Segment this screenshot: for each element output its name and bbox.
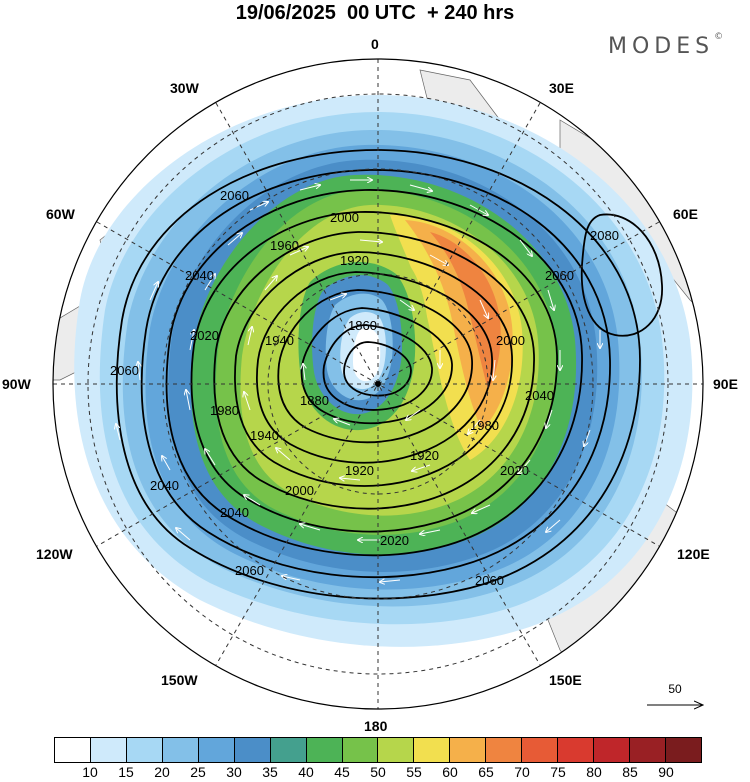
brand-name: MODES xyxy=(608,34,715,59)
colorbar-swatch xyxy=(486,738,523,762)
colorbar-tick-label: 60 xyxy=(442,764,458,780)
map-body: 2060 2000 1960 1920 1860 1940 2040 2020 … xyxy=(53,59,703,709)
colorbar-swatch xyxy=(90,738,127,762)
contour-label-1880: 1880 xyxy=(300,393,329,408)
lon-label-60e: 60E xyxy=(673,206,698,222)
colorbar-swatch xyxy=(378,738,415,762)
contour-label-2060-d: 2060 xyxy=(235,563,264,578)
colorbar-swatch xyxy=(126,738,163,762)
contour-label-2060-e: 2060 xyxy=(475,573,504,588)
lon-label-150e: 150E xyxy=(549,672,582,688)
colorbar-tick-label: 40 xyxy=(298,764,314,780)
colorbar-tick-label: 25 xyxy=(190,764,206,780)
contour-label-1900: 1920 xyxy=(410,448,439,463)
colorbar-swatch xyxy=(198,738,235,762)
colorbar-swatch xyxy=(234,738,271,762)
contour-label-1960-a: 1960 xyxy=(270,238,299,253)
colorbar-tick-label: 85 xyxy=(622,764,638,780)
colorbar-tick-label: 90 xyxy=(658,764,674,780)
lon-label-60w: 60W xyxy=(46,206,75,222)
colorbar-tick-label: 35 xyxy=(262,764,278,780)
contour-label-1980-a: 1980 xyxy=(210,403,239,418)
lon-label-90e: 90E xyxy=(713,376,738,392)
contour-label-1920-a: 1920 xyxy=(340,253,369,268)
colorbar-swatch xyxy=(342,738,379,762)
colorbar-swatch xyxy=(665,738,701,762)
colorbar-tick-label: 70 xyxy=(514,764,530,780)
contour-label-1860: 1860 xyxy=(348,318,377,333)
north-pole-marker xyxy=(375,381,381,387)
lon-label-150w: 150W xyxy=(161,672,198,688)
contour-label-2080: 2080 xyxy=(590,228,619,243)
lon-label-0: 0 xyxy=(371,36,379,52)
colorbar-swatch xyxy=(162,738,199,762)
wind-vectors xyxy=(116,180,600,582)
lon-label-180: 180 xyxy=(364,718,388,734)
lon-label-30w: 30W xyxy=(170,80,199,96)
reference-vector-label: 50 xyxy=(668,682,682,696)
colorbar-swatch xyxy=(306,738,343,762)
lon-label-90w: 90W xyxy=(2,376,31,392)
contour-labels: 2060 2000 1960 1920 1860 1940 2040 2020 … xyxy=(110,188,619,588)
lon-label-30e: 30E xyxy=(549,80,574,96)
contour-label-2020-b: 2020 xyxy=(500,463,529,478)
colorbar-tick-label: 80 xyxy=(586,764,602,780)
colorbar-tick-label: 10 xyxy=(82,764,98,780)
colorbar-swatch xyxy=(522,738,559,762)
map-boundary xyxy=(52,58,704,710)
colorbar-swatch xyxy=(450,738,487,762)
colorbar-tick-label: 75 xyxy=(550,764,566,780)
copyright-mark: © xyxy=(714,32,724,42)
contour-label-2040-a: 2040 xyxy=(185,268,214,283)
lon-label-120w: 120W xyxy=(36,546,73,562)
lon-label-120e: 120E xyxy=(677,546,710,562)
contour-label-1980-b: 1980 xyxy=(470,418,499,433)
contour-label-2040-d: 2040 xyxy=(220,505,249,520)
graticule xyxy=(53,59,703,709)
contour-label-2060-a: 2060 xyxy=(220,188,249,203)
contour-label-1920-b: 1920 xyxy=(345,463,374,478)
contour-label-1940-a: 1940 xyxy=(265,333,294,348)
colorbar-swatch xyxy=(594,738,630,762)
colorbar-swatch xyxy=(630,738,666,762)
brand-logo: MODES© xyxy=(608,32,724,59)
contour-label-1940-b: 1940 xyxy=(250,428,279,443)
colorbar-tick-label: 65 xyxy=(478,764,494,780)
map-title: 19/06/2025 00 UTC + 240 hrs xyxy=(235,2,515,24)
contour-label-2020-a: 2020 xyxy=(190,328,219,343)
contour-label-2020-c: 2020 xyxy=(380,533,409,548)
colorbar-tick-label: 30 xyxy=(226,764,242,780)
colorbar-tick-label: 45 xyxy=(334,764,350,780)
colorbar-swatch xyxy=(55,738,91,762)
colorbar-swatch xyxy=(414,738,451,762)
colorbar-tick-label: 50 xyxy=(370,764,386,780)
colorbar-swatch xyxy=(270,738,307,762)
contour-label-2000-c: 2000 xyxy=(285,483,314,498)
contour-label-2040-c: 2040 xyxy=(150,478,179,493)
contour-label-2060-b: 2060 xyxy=(110,363,139,378)
colorbar-tick-label: 15 xyxy=(118,764,134,780)
colorbar-tick-label: 20 xyxy=(154,764,170,780)
colorbar-tick-label: 55 xyxy=(406,764,422,780)
colorbar xyxy=(54,737,702,763)
colorbar-swatch xyxy=(558,738,595,762)
contour-label-2000-a: 2000 xyxy=(330,210,359,225)
contour-label-2060-c: 2060 xyxy=(545,268,574,283)
contour-label-2040-b: 2040 xyxy=(525,388,554,403)
contour-label-2000-b: 2000 xyxy=(496,333,525,348)
